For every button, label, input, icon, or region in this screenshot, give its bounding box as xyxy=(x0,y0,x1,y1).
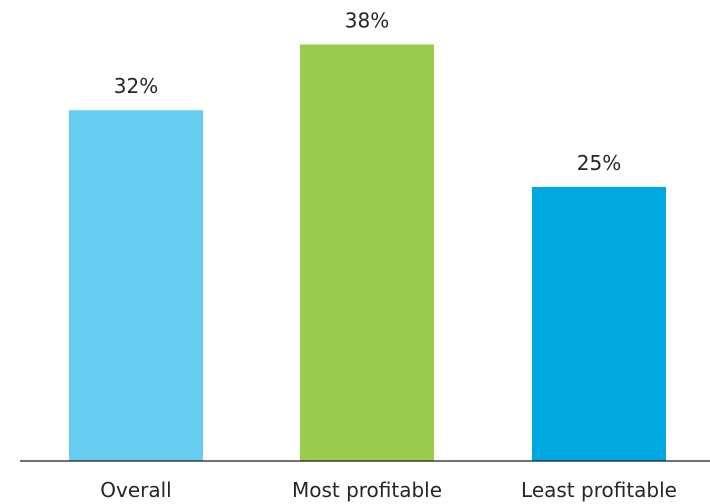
value-label-most-profitable: 38% xyxy=(345,8,389,32)
category-label-least-profitable: Least profitable xyxy=(521,478,677,502)
value-label-least-profitable: 25% xyxy=(577,151,621,175)
category-label-most-profitable: Most profitable xyxy=(292,478,442,502)
bar-least-profitable xyxy=(532,186,666,461)
bar-most-profitable xyxy=(300,44,434,461)
value-labels-layer: 32% 38% 25% xyxy=(114,8,621,175)
category-label-overall: Overall xyxy=(100,478,171,502)
bars-layer xyxy=(69,44,666,461)
value-label-overall: 32% xyxy=(114,74,158,98)
category-labels-layer: Overall Most profitable Least profitable xyxy=(100,478,677,502)
bar-overall xyxy=(69,110,203,461)
